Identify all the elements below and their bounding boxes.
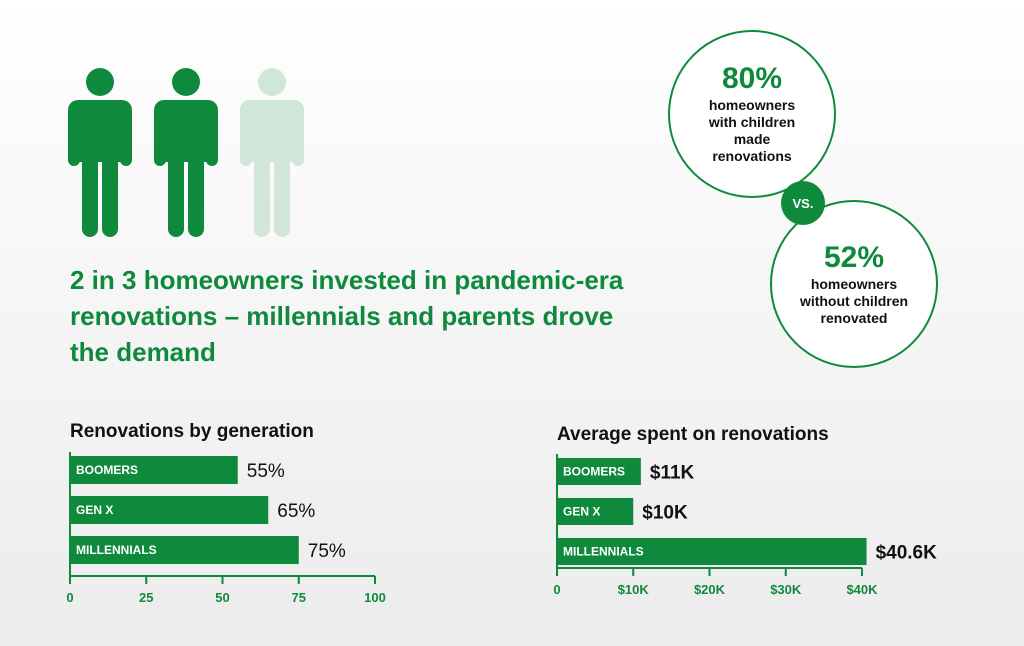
bar-category-label: MILLENNIALS [76,543,157,557]
bar [70,536,299,564]
person-icon-empty [240,68,304,237]
bar-category-label: GEN X [563,505,600,519]
bar-value-label: 65% [277,501,315,522]
bar-value-label: 75% [308,541,346,562]
spending-chart-title: Average spent on renovations [557,424,829,445]
with-children-description: homeowners with children made renovation… [708,97,796,164]
bar-value-label: 55% [247,461,285,482]
bar [557,498,634,525]
bar-category-label: MILLENNIALS [563,545,644,559]
without-children-bubble: 52% homeowners without children renovate… [770,200,938,368]
bar-value-label: $10K [642,503,688,524]
average-spend-chart: BOOMERS $11K GEN X $10K MILLENNIALS $40.6K 0 $1… [553,454,938,597]
x-tick-label: 50 [215,590,229,605]
with-children-bubble: 80% homeowners with children made renova… [668,30,836,198]
with-children-percent: 80% [721,62,783,95]
x-tick-label: 0 [553,582,560,597]
bar-value-label: $11K [650,463,695,484]
generation-chart-title: Renovations by generation [70,421,314,442]
without-children-percent: 52% [823,240,885,274]
bar-value-label: $40.6K [876,543,938,564]
bar-category-label: BOOMERS [76,463,138,477]
x-tick-label: 100 [364,590,386,605]
bar [70,496,269,524]
vs-badge: VS. [781,181,825,225]
x-tick-label: 25 [139,590,153,605]
generation-renovations-chart: BOOMERS 55% GEN X 65% MILLENNIALS 75% 0 25 50 75 1… [66,452,386,605]
x-tick-label: $30K [770,582,802,597]
bar [557,458,641,485]
bar [557,538,867,565]
comparison-bubbles: 80% homeowners with children made renova… [660,30,960,370]
x-tick-label: 0 [66,590,73,605]
x-tick-label: 75 [292,590,306,605]
x-tick-label: $10K [618,582,650,597]
bar-category-label: BOOMERS [563,465,625,479]
bar-category-label: GEN X [76,503,113,517]
x-tick-label: $40K [846,582,878,597]
headline: 2 in 3 homeowners invested in pandemic-e… [70,265,624,367]
x-tick-label: $20K [694,582,726,597]
person-icon-filled [154,68,218,237]
person-icon-filled [68,68,132,237]
without-children-description: homeowners without children renovated [799,275,909,326]
people-icon-group [68,68,304,237]
bar [70,456,238,484]
